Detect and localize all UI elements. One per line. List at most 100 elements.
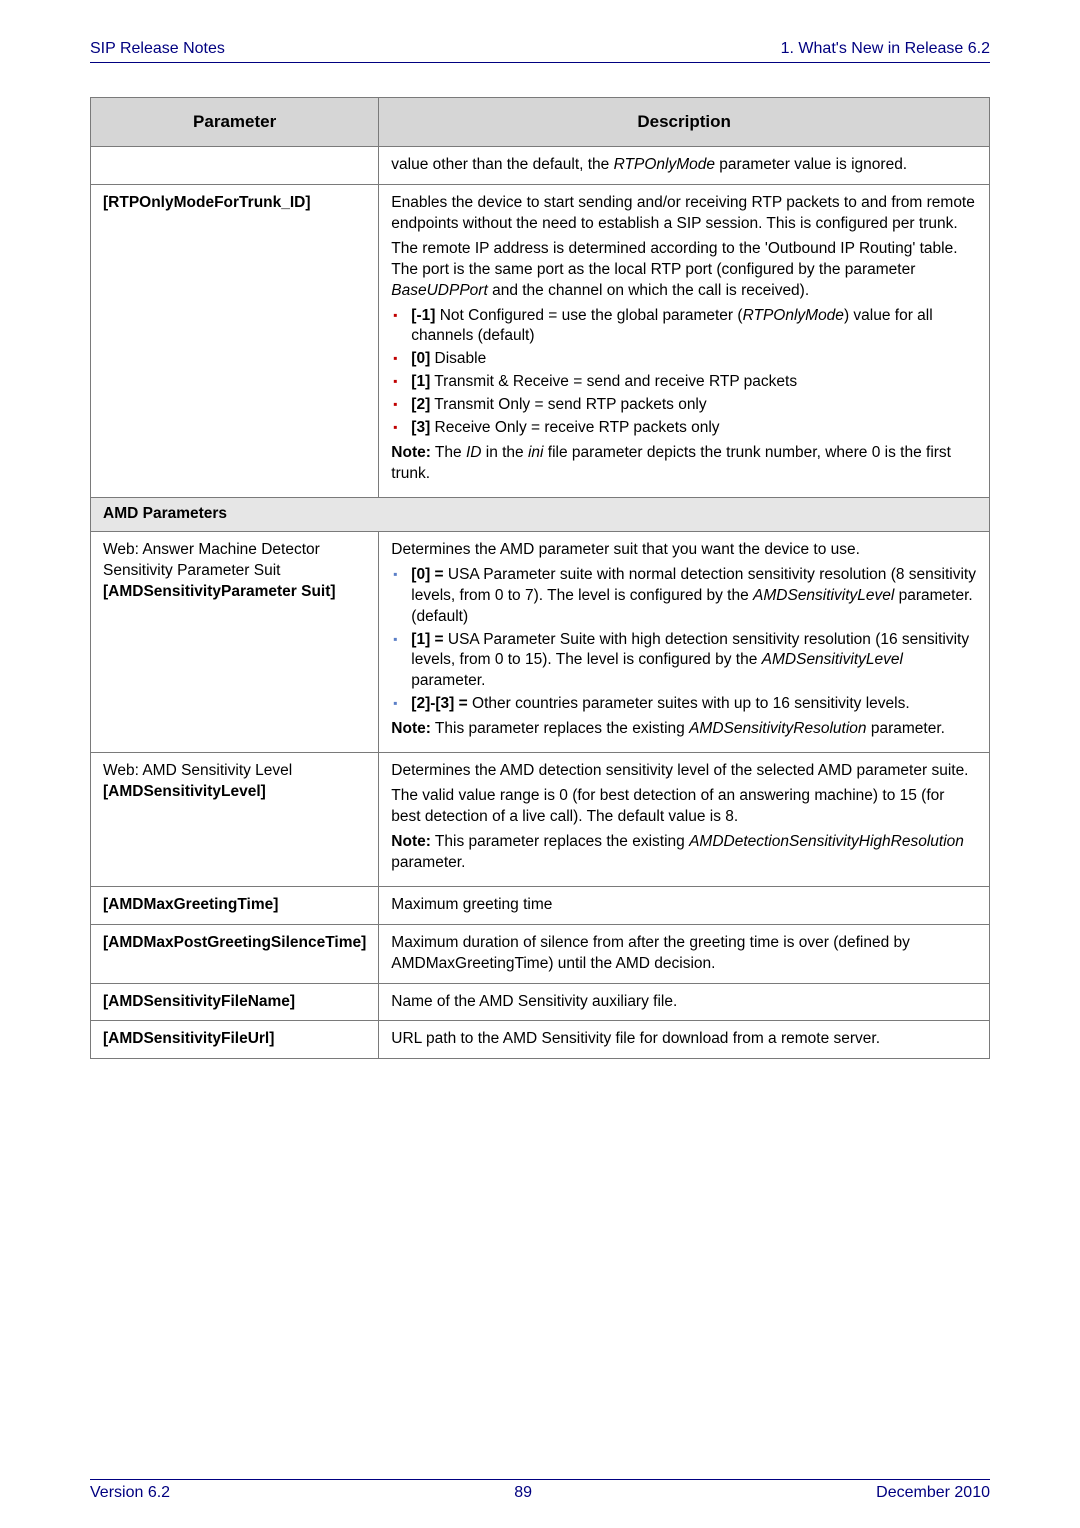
text: Transmit & Receive = send and receive RT… xyxy=(430,373,797,390)
param-cell: Web: Answer Machine Detector Sensitivity… xyxy=(91,531,379,752)
table-row: Web: AMD Sensitivity Level [AMDSensitivi… xyxy=(91,753,990,887)
bullet-list: [0] = USA Parameter suite with normal de… xyxy=(391,565,977,715)
page-footer: Version 6.2 89 December 2010 xyxy=(90,1479,990,1502)
desc-cell: Name of the AMD Sensitivity auxiliary fi… xyxy=(379,983,990,1021)
table-header-row: Parameter Description xyxy=(91,98,990,147)
text: value other than the default, the xyxy=(391,156,613,173)
param-name: [AMDMaxPostGreetingSilenceTime] xyxy=(103,934,366,951)
param-name: [AMDSensitivityFileName] xyxy=(103,993,295,1010)
text-ital: AMDSensitivityResolution xyxy=(689,720,866,737)
text-ital: AMDSensitivityLevel xyxy=(762,651,903,668)
section-title: AMD Parameters xyxy=(91,497,990,531)
footer-left: Version 6.2 xyxy=(90,1484,170,1502)
text: in the xyxy=(481,444,528,461)
opt-key: [-1] xyxy=(411,307,435,324)
param-cell: [AMDMaxPostGreetingSilenceTime] xyxy=(91,924,379,983)
param-cell: [AMDSensitivityFileName] xyxy=(91,983,379,1021)
text: parameter. xyxy=(867,720,945,737)
opt-key: [0] xyxy=(411,350,430,367)
note: Note: This parameter replaces the existi… xyxy=(391,719,977,740)
list-item: [0] = USA Parameter suite with normal de… xyxy=(411,565,977,628)
text: Other countries parameter suites with up… xyxy=(468,695,910,712)
text-ital: ID xyxy=(466,444,482,461)
param-cell: [AMDMaxGreetingTime] xyxy=(91,886,379,924)
table-row: [AMDMaxPostGreetingSilenceTime] Maximum … xyxy=(91,924,990,983)
desc-cell: value other than the default, the RTPOnl… xyxy=(379,147,990,185)
col-header-description: Description xyxy=(379,98,990,147)
list-item: [2]-[3] = Other countries parameter suit… xyxy=(411,694,977,715)
note-label: Note: xyxy=(391,720,431,737)
text-ital: AMDSensitivityLevel xyxy=(753,587,894,604)
text: and the channel on which the call is rec… xyxy=(488,282,809,299)
text: Transmit Only = send RTP packets only xyxy=(430,396,706,413)
desc-cell: Determines the AMD parameter suit that y… xyxy=(379,531,990,752)
text-ital: RTPOnlyMode xyxy=(743,307,844,324)
text: Disable xyxy=(430,350,486,367)
header-left: SIP Release Notes xyxy=(90,40,225,58)
text: parameter. xyxy=(391,854,465,871)
opt-key: [1] xyxy=(411,373,430,390)
table-row: [AMDMaxGreetingTime] Maximum greeting ti… xyxy=(91,886,990,924)
bullet-list: [-1] Not Configured = use the global par… xyxy=(391,306,977,440)
list-item: [3] Receive Only = receive RTP packets o… xyxy=(411,418,977,439)
param-name: [AMDMaxGreetingTime] xyxy=(103,896,278,913)
param-cell: [RTPOnlyModeForTrunk_ID] xyxy=(91,184,379,497)
text: Determines the AMD detection sensitivity… xyxy=(391,761,977,782)
list-item: [-1] Not Configured = use the global par… xyxy=(411,306,977,348)
desc-cell: URL path to the AMD Sensitivity file for… xyxy=(379,1021,990,1059)
col-header-parameter: Parameter xyxy=(91,98,379,147)
text: Receive Only = receive RTP packets only xyxy=(430,419,719,436)
list-item: [2] Transmit Only = send RTP packets onl… xyxy=(411,395,977,416)
footer-right: December 2010 xyxy=(876,1484,990,1502)
footer-center: 89 xyxy=(514,1484,532,1502)
text: The remote IP address is determined acco… xyxy=(391,240,957,278)
opt-key: [3] xyxy=(411,419,430,436)
note: Note: This parameter replaces the existi… xyxy=(391,832,977,874)
text-ital: BaseUDPPort xyxy=(391,282,487,299)
param-cell xyxy=(91,147,379,185)
text: parameter value is ignored. xyxy=(715,156,907,173)
list-item: [0] Disable xyxy=(411,349,977,370)
desc-cell: Maximum duration of silence from after t… xyxy=(379,924,990,983)
text: The remote IP address is determined acco… xyxy=(391,239,977,302)
list-item: [1] Transmit & Receive = send and receiv… xyxy=(411,372,977,393)
text: The valid value range is 0 (for best det… xyxy=(391,786,977,828)
text: The xyxy=(431,444,466,461)
param-name: [AMDSensitivityFileUrl] xyxy=(103,1030,274,1047)
param-web-label: Web: Answer Machine Detector Sensitivity… xyxy=(103,540,366,582)
parameters-table: Parameter Description value other than t… xyxy=(90,97,990,1059)
opt-key: [0] = xyxy=(411,566,443,583)
text: This parameter replaces the existing xyxy=(431,833,689,850)
opt-key: [2]-[3] = xyxy=(411,695,467,712)
table-row: [RTPOnlyModeForTrunk_ID] Enables the dev… xyxy=(91,184,990,497)
list-item: [1] = USA Parameter Suite with high dete… xyxy=(411,630,977,693)
param-cell: [AMDSensitivityFileUrl] xyxy=(91,1021,379,1059)
param-name: [AMDSensitivityParameter Suit] xyxy=(103,582,366,603)
table-row: Web: Answer Machine Detector Sensitivity… xyxy=(91,531,990,752)
table-row: [AMDSensitivityFileUrl] URL path to the … xyxy=(91,1021,990,1059)
table-row: value other than the default, the RTPOnl… xyxy=(91,147,990,185)
text: This parameter replaces the existing xyxy=(431,720,689,737)
page-header: SIP Release Notes 1. What's New in Relea… xyxy=(90,40,990,63)
header-right: 1. What's New in Release 6.2 xyxy=(781,40,990,58)
text-ital: ini xyxy=(528,444,544,461)
section-row: AMD Parameters xyxy=(91,497,990,531)
param-name: [AMDSensitivityLevel] xyxy=(103,782,366,803)
note-label: Note: xyxy=(391,444,431,461)
text: Not Configured = use the global paramete… xyxy=(435,307,742,324)
desc-cell: Determines the AMD detection sensitivity… xyxy=(379,753,990,887)
opt-key: [1] = xyxy=(411,631,443,648)
text: Determines the AMD parameter suit that y… xyxy=(391,540,977,561)
opt-key: [2] xyxy=(411,396,430,413)
note-label: Note: xyxy=(391,833,431,850)
text-ital: RTPOnlyMode xyxy=(614,156,715,173)
table-row: [AMDSensitivityFileName] Name of the AMD… xyxy=(91,983,990,1021)
param-cell: Web: AMD Sensitivity Level [AMDSensitivi… xyxy=(91,753,379,887)
text: parameter. xyxy=(411,672,485,689)
param-web-label: Web: AMD Sensitivity Level xyxy=(103,761,366,782)
desc-cell: Maximum greeting time xyxy=(379,886,990,924)
note: Note: The ID in the ini file parameter d… xyxy=(391,443,977,485)
text-ital: AMDDetectionSensitivityHighResolution xyxy=(689,833,964,850)
desc-cell: Enables the device to start sending and/… xyxy=(379,184,990,497)
param-name: [RTPOnlyModeForTrunk_ID] xyxy=(103,194,311,211)
